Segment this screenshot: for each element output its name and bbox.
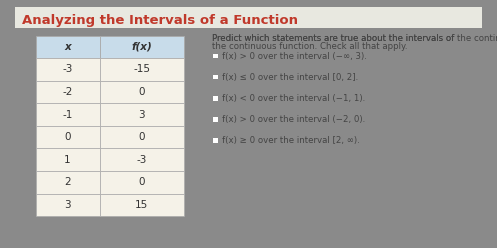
Text: the continuous function. Check all that apply.: the continuous function. Check all that … <box>212 42 408 51</box>
Bar <box>99 103 184 126</box>
Bar <box>36 81 99 103</box>
Text: f(x): f(x) <box>131 42 152 52</box>
Bar <box>36 58 99 81</box>
Text: -15: -15 <box>133 64 150 74</box>
Text: -2: -2 <box>62 87 73 97</box>
Bar <box>212 137 218 143</box>
Text: 3: 3 <box>139 110 145 120</box>
Text: Predict which statements are true about the intervals of the continuous function: Predict which statements are true about … <box>212 34 497 43</box>
Bar <box>99 149 184 171</box>
Text: 0: 0 <box>139 132 145 142</box>
Bar <box>212 95 218 100</box>
Text: Analyzing the Intervals of a Function: Analyzing the Intervals of a Function <box>22 14 298 27</box>
Bar <box>99 36 184 58</box>
Text: 2: 2 <box>64 177 71 187</box>
Bar <box>99 126 184 149</box>
Text: 1: 1 <box>64 155 71 165</box>
Text: -3: -3 <box>62 64 73 74</box>
Text: -1: -1 <box>62 110 73 120</box>
Bar <box>212 53 218 58</box>
Bar <box>36 149 99 171</box>
Text: f(x) ≥ 0 over the interval [2, ∞).: f(x) ≥ 0 over the interval [2, ∞). <box>222 136 359 145</box>
Text: f(x) ≤ 0 over the interval [0, 2].: f(x) ≤ 0 over the interval [0, 2]. <box>222 73 358 82</box>
Text: 0: 0 <box>139 87 145 97</box>
Bar <box>36 193 99 216</box>
Text: f(x) < 0 over the interval (−1, 1).: f(x) < 0 over the interval (−1, 1). <box>222 94 365 103</box>
Text: x: x <box>64 42 71 52</box>
Text: 15: 15 <box>135 200 149 210</box>
Bar <box>36 36 99 58</box>
Text: -3: -3 <box>137 155 147 165</box>
Text: 0: 0 <box>64 132 71 142</box>
Bar <box>36 171 99 193</box>
Bar <box>212 74 218 79</box>
Bar <box>99 81 184 103</box>
Bar <box>36 126 99 149</box>
Text: Predict which statements are true about the intervals of: Predict which statements are true about … <box>212 34 455 43</box>
Bar <box>15 7 482 28</box>
Bar <box>36 103 99 126</box>
Text: 0: 0 <box>139 177 145 187</box>
Bar <box>99 171 184 193</box>
Text: f(x) > 0 over the interval (−2, 0).: f(x) > 0 over the interval (−2, 0). <box>222 115 365 124</box>
Bar <box>99 58 184 81</box>
Text: 3: 3 <box>64 200 71 210</box>
Bar <box>212 116 218 122</box>
Bar <box>99 193 184 216</box>
Text: f(x) > 0 over the interval (−∞, 3).: f(x) > 0 over the interval (−∞, 3). <box>222 52 367 61</box>
